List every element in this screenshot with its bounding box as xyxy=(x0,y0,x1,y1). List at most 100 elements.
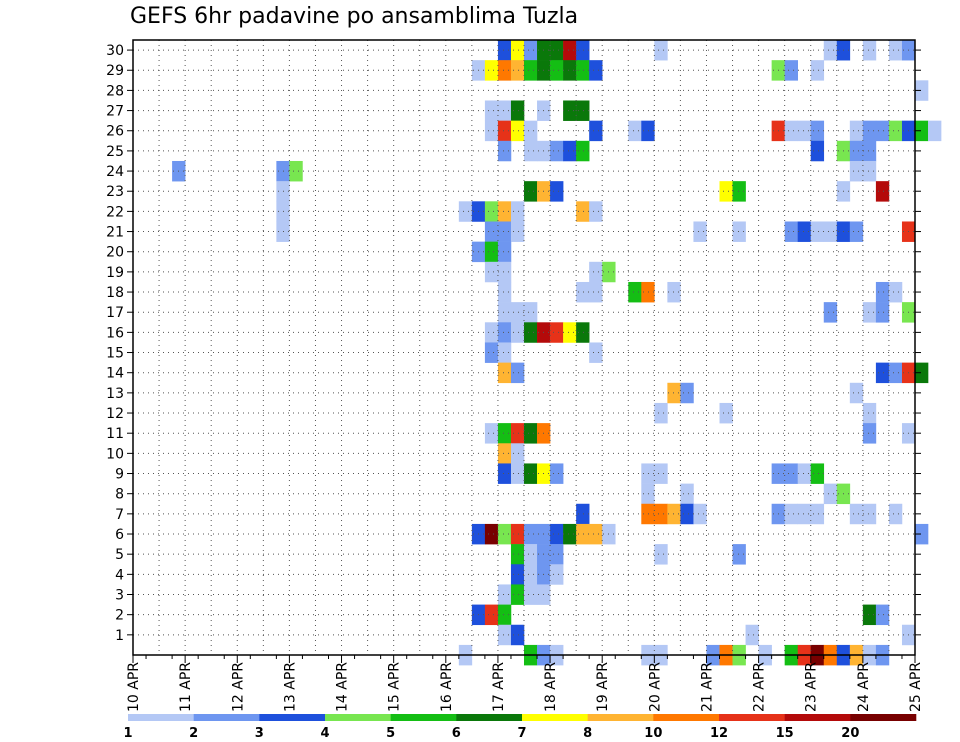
y-tick-label: 9 xyxy=(115,467,124,483)
y-tick-label: 30 xyxy=(106,43,124,59)
heatmap-cell xyxy=(563,524,576,544)
heatmap-cell xyxy=(550,544,563,564)
heatmap-cell xyxy=(589,201,602,221)
y-tick-label: 20 xyxy=(106,245,124,261)
heatmap-cell xyxy=(511,564,524,584)
x-tick-label: 14 APR xyxy=(335,662,351,712)
colorbar-swatch xyxy=(391,714,457,721)
heatmap-cell xyxy=(863,161,876,181)
heatmap-cell xyxy=(550,463,563,483)
heatmap-cell xyxy=(550,524,563,544)
heatmap-cell xyxy=(498,121,511,141)
heatmap-cell xyxy=(498,322,511,342)
heatmap-cell xyxy=(720,181,733,201)
x-tick-label: 17 APR xyxy=(491,662,507,712)
y-tick-label: 17 xyxy=(106,305,124,321)
heatmap-cell xyxy=(485,322,498,342)
heatmap-cell xyxy=(563,40,576,60)
heatmap-cell xyxy=(824,221,837,241)
y-tick-label: 4 xyxy=(115,567,124,583)
y-tick-label: 19 xyxy=(106,265,124,281)
heatmap-cell xyxy=(889,121,902,141)
y-tick-label: 22 xyxy=(106,204,124,220)
heatmap-cell xyxy=(459,201,472,221)
heatmap-cell xyxy=(785,60,798,80)
heatmap-cell xyxy=(811,60,824,80)
heatmap-cell xyxy=(798,121,811,141)
heatmap-cell xyxy=(524,60,537,80)
colorbar-label: 3 xyxy=(255,726,264,741)
heatmap-cell xyxy=(680,504,693,524)
heatmap-cell xyxy=(824,302,837,322)
heatmap-cell xyxy=(524,463,537,483)
colorbar-label: 7 xyxy=(517,726,526,741)
heatmap-cell xyxy=(785,504,798,524)
heatmap-cell xyxy=(563,141,576,161)
heatmap-cell xyxy=(550,141,563,161)
heatmap-cell xyxy=(511,544,524,564)
heatmap-cell xyxy=(785,121,798,141)
y-tick-label: 13 xyxy=(106,386,124,402)
heatmap-cell xyxy=(785,463,798,483)
colorbar-swatch xyxy=(850,714,916,721)
heatmap-cell xyxy=(785,221,798,241)
heatmap-cell xyxy=(485,100,498,120)
heatmap-cell xyxy=(680,383,693,403)
colorbar-label: 8 xyxy=(583,726,592,741)
heatmap-cell xyxy=(798,221,811,241)
heatmap-cell xyxy=(850,504,863,524)
heatmap-cell xyxy=(876,181,889,201)
heatmap-cell xyxy=(498,363,511,383)
heatmap-cell xyxy=(693,504,706,524)
y-tick-label: 2 xyxy=(115,608,124,624)
heatmap-cell xyxy=(498,605,511,625)
x-tick-label: 12 APR xyxy=(230,662,246,712)
y-tick-label: 24 xyxy=(106,164,124,180)
heatmap-cell xyxy=(654,463,667,483)
heatmap-cell xyxy=(863,423,876,443)
heatmap-cell xyxy=(524,544,537,564)
heatmap-cell xyxy=(524,584,537,604)
heatmap-cell xyxy=(928,121,941,141)
y-tick-label: 8 xyxy=(115,487,124,503)
heatmap-cell xyxy=(498,60,511,80)
heatmap-cell xyxy=(863,40,876,60)
heatmap-cell xyxy=(498,141,511,161)
y-tick-label: 25 xyxy=(106,144,124,160)
heatmap-cell xyxy=(863,121,876,141)
heatmap-cell xyxy=(863,403,876,423)
heatmap-cell xyxy=(485,242,498,262)
heatmap-cell xyxy=(720,403,733,423)
heatmap-cell xyxy=(511,322,524,342)
heatmap-cell xyxy=(511,363,524,383)
heatmap-cell xyxy=(511,463,524,483)
heatmap-cell xyxy=(485,524,498,544)
colorbar-swatch xyxy=(653,714,719,721)
heatmap-cell xyxy=(550,181,563,201)
heatmap-cell xyxy=(628,282,641,302)
colorbar-label: 6 xyxy=(452,726,461,741)
x-tick-label: 15 APR xyxy=(387,662,403,712)
heatmap-cell xyxy=(589,60,602,80)
heatmap-cell xyxy=(511,60,524,80)
heatmap-cell xyxy=(811,141,824,161)
heatmap-cell xyxy=(589,282,602,302)
colorbar-swatch xyxy=(259,714,325,721)
x-tick-label: 20 APR xyxy=(647,662,663,712)
heatmap-cell xyxy=(863,141,876,161)
heatmap-cell xyxy=(589,121,602,141)
heatmap-cell xyxy=(550,322,563,342)
heatmap-cell xyxy=(850,121,863,141)
heatmap-cell xyxy=(498,302,511,322)
colorbar-swatch xyxy=(522,714,588,721)
heatmap-cell xyxy=(876,282,889,302)
heatmap-cell xyxy=(889,40,902,60)
heatmap-cell xyxy=(876,605,889,625)
heatmap-cell xyxy=(511,40,524,60)
heatmap-cell xyxy=(485,262,498,282)
heatmap-cell xyxy=(485,121,498,141)
x-tick-label: 24 APR xyxy=(856,662,872,712)
y-tick-label: 23 xyxy=(106,184,124,200)
heatmap-cell xyxy=(811,504,824,524)
heatmap-cell xyxy=(811,221,824,241)
